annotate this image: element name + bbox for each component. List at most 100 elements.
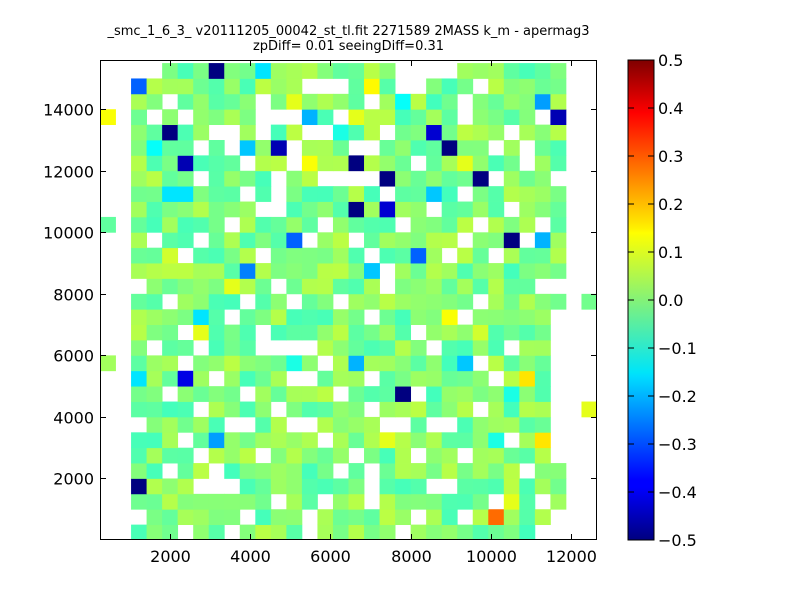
heatmap-cell [270,63,287,79]
heatmap-cell [332,478,349,495]
heatmap-cell [255,186,272,202]
heatmap-cell [457,263,474,279]
heatmap-cell [426,124,443,141]
heatmap-cell [488,93,505,110]
heatmap-cell [488,124,505,141]
heatmap-cell [472,432,489,449]
heatmap-cell [301,478,318,495]
heatmap-cell [410,109,427,126]
heatmap-cell [503,386,520,402]
heatmap-cell [472,109,489,126]
heatmap-cell [286,93,303,110]
heatmap-cell [131,340,147,356]
heatmap-cell [534,170,551,187]
heatmap-cell [348,201,365,218]
heatmap-cell [534,386,551,402]
heatmap-cell [379,309,396,326]
heatmap-cell [395,124,412,141]
heatmap-cell [348,478,365,495]
heatmap-cell [162,401,179,418]
heatmap-cell [364,216,380,233]
heatmap-cell [270,216,287,233]
heatmap-cell [441,155,458,172]
heatmap-cell [364,432,380,449]
heatmap-cell [395,247,412,264]
y-tick-label: 4000 [53,409,94,428]
heatmap-cell [395,263,412,279]
heatmap-cell [286,324,303,341]
heatmap-cell [395,340,412,356]
heatmap-cell [364,155,380,172]
heatmap-cell [332,124,349,141]
colorbar-tick-label: 0.0 [658,291,683,310]
heatmap-cell [441,524,458,540]
heatmap-cell [457,155,474,172]
heatmap-cell [472,124,489,141]
heatmap-cell [208,293,225,310]
heatmap-cell [193,124,210,141]
heatmap-cell [395,324,412,341]
heatmap-cell [239,247,256,264]
heatmap-cell [457,124,474,141]
heatmap-cell [146,509,163,526]
heatmap-cell [348,355,365,372]
heatmap-cell [364,340,380,356]
heatmap-cell [348,463,365,479]
heatmap-cell [286,186,303,202]
heatmap-cell [224,186,241,202]
heatmap-cell [208,140,225,156]
heatmap-cell [177,155,194,172]
heatmap-cell [146,140,163,156]
heatmap-cell [534,416,551,433]
heatmap-cell [317,386,334,402]
heatmap-cell [426,386,443,402]
heatmap-cell [270,355,287,372]
heatmap-cell [286,309,303,326]
heatmap-cell [301,170,318,187]
heatmap-cell [301,324,318,341]
heatmap-cell [472,93,489,110]
heatmap-cell [364,124,380,141]
heatmap-cell [379,447,396,464]
heatmap-cell [162,124,179,141]
heatmap-cell [519,247,536,264]
heatmap-cell [457,324,474,341]
heatmap-cell [332,401,349,418]
heatmap-cell [301,493,318,510]
heatmap-cell [441,401,458,418]
heatmap-cell [286,355,303,372]
heatmap-cell [255,370,272,387]
heatmap-cell [146,170,163,187]
heatmap-cell [534,140,551,156]
heatmap-cell [488,463,505,479]
heatmap-cell [193,524,210,540]
heatmap-cell [395,355,412,372]
heatmap-cell [146,370,163,387]
heatmap-cell [519,63,536,79]
heatmap-cell [550,293,567,310]
heatmap-cell [162,478,179,495]
heatmap-cell [332,432,349,449]
heatmap-cell [472,370,489,387]
heatmap-cell [534,447,551,464]
heatmap-cell [379,201,396,218]
heatmap-cell [488,155,505,172]
heatmap-cell [503,324,520,341]
heatmap-cell [426,263,443,279]
heatmap-cell [364,293,380,310]
heatmap-cell [239,355,256,372]
heatmap-cell [255,355,272,372]
heatmap-cell [364,109,380,126]
heatmap-cell [426,309,443,326]
heatmap-cell [131,109,147,126]
heatmap-cell [131,78,147,95]
heatmap-cell [146,324,163,341]
heatmap-cell [534,432,551,449]
heatmap-cell [488,355,505,372]
heatmap-cell [270,370,287,387]
heatmap-cell [441,78,458,95]
heatmap-cell [208,493,225,510]
heatmap-cell [146,78,163,95]
heatmap-cell [364,324,380,341]
heatmap-cell [270,155,287,172]
